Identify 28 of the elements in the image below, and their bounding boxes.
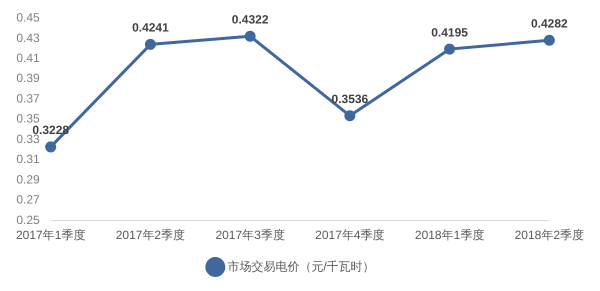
y-tick-label: 0.37 — [16, 91, 40, 106]
point — [344, 110, 356, 122]
y-tick-label: 0.31 — [16, 152, 40, 166]
x-tick-label: 2017年3季度 — [215, 228, 285, 242]
point — [144, 38, 156, 50]
y-tick-label: 0.43 — [16, 30, 40, 45]
y-tick-label: 0.25 — [16, 212, 40, 227]
point — [244, 30, 256, 42]
data-label: 0.4241 — [132, 20, 170, 35]
data-label: 0.4322 — [232, 12, 269, 27]
x-tick-label: 2017年2季度 — [116, 228, 186, 242]
data-label: 0.3536 — [332, 92, 369, 106]
y-tick-label: 0.27 — [16, 192, 40, 207]
data-label: 0.4282 — [530, 16, 568, 31]
y-tick-label: 0.41 — [16, 50, 40, 65]
x-tick-label: 2017年1季度 — [16, 228, 86, 242]
legend-label: 市场交易电价（元/千瓦时） — [227, 259, 375, 274]
point — [444, 44, 456, 55]
x-tick-label: 2018年1季度 — [414, 228, 484, 242]
y-tick-label: 0.45 — [16, 10, 40, 25]
point — [544, 34, 555, 46]
y-tick-label: 0.35 — [16, 112, 40, 126]
y-tick-label: 0.39 — [16, 71, 40, 86]
data-label: 0.4195 — [431, 25, 468, 40]
y-tick-label: 0.29 — [16, 172, 40, 186]
x-tick-label: 2017年4季度 — [315, 228, 385, 242]
x-tick-label: 2018年2季度 — [514, 228, 584, 242]
point — [45, 141, 56, 152]
